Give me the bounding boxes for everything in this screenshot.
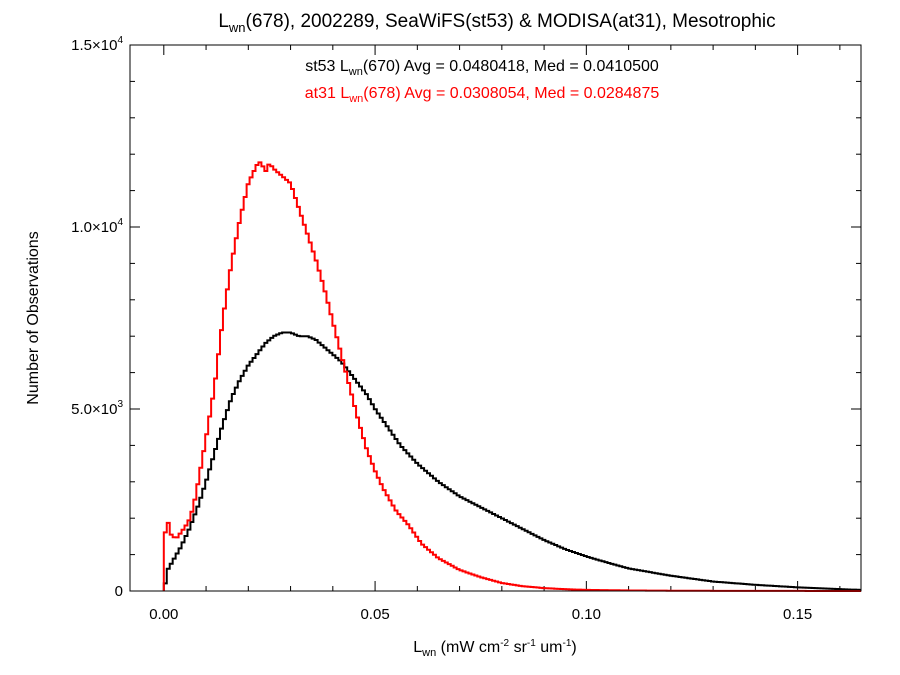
plot-frame	[129, 44, 862, 592]
chart-title-subscript: wn	[228, 20, 246, 35]
x-tick-labels: 0.00 0.05 0.10 0.15	[149, 606, 812, 623]
chart-title: Lwn(678), 2002289, SeaWiFS(st53) & MODIS…	[218, 11, 775, 35]
chart-title-rest: (678), 2002289, SeaWiFS(st53) & MODISA(a…	[246, 11, 776, 32]
x-axis-label-unit-4: )	[571, 639, 576, 656]
y-axis-label: Number of Observations	[25, 231, 42, 404]
x-tick-label: 0.10	[572, 606, 601, 623]
x-axis-label-unit-1: (mW cm	[436, 639, 500, 656]
series-line-1	[162, 331, 861, 591]
y-tick-label: 5.0×103	[71, 399, 123, 418]
x-axis-label-exp-1: -2	[500, 638, 509, 649]
chart-title-main: L	[218, 11, 229, 32]
y-tick-label: 1.0×104	[71, 217, 123, 236]
x-axis-label-exp-3: -1	[562, 638, 571, 649]
x-tick-label: 0.05	[360, 606, 389, 623]
annotation-1: st53 Lwn(670) Avg = 0.0480418, Med = 0.0…	[305, 58, 659, 78]
x-axis-label-main: L	[413, 639, 422, 656]
y-tick-label: 0	[115, 583, 123, 600]
y-tick-labels: 0 5.0×103 1.0×104 1.5×104	[71, 35, 123, 600]
x-axis-label-sub: wn	[421, 647, 436, 659]
annotations: st53 Lwn(670) Avg = 0.0480418, Med = 0.0…	[305, 58, 660, 105]
x-axis-label-unit-3: um	[536, 639, 563, 656]
x-axis-label-exp-2: -1	[527, 638, 536, 649]
annotation-2: at31 Lwn(678) Avg = 0.0308054, Med = 0.0…	[305, 85, 660, 105]
y-tick-label: 1.5×104	[71, 35, 123, 54]
x-axis-label-unit-2: sr	[509, 639, 527, 656]
x-axis-label: Lwn (mW cm-2 sr-1 um-1)	[413, 638, 576, 659]
x-tick-label: 0.15	[783, 606, 812, 623]
x-tick-label: 0.00	[149, 606, 178, 623]
